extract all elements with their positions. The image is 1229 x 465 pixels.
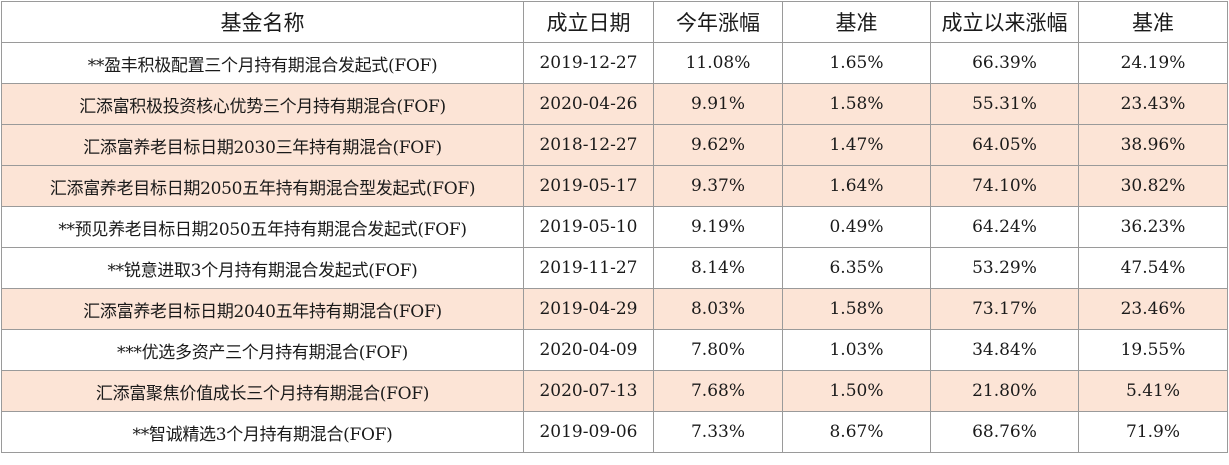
table-row: **盈丰积极配置三个月持有期混合发起式(FOF) 2019-12-27 11.08%… [1,42,1228,84]
fund-name-cell: **盈丰积极配置三个月持有期混合发起式(FOF) [1,42,524,84]
fund-name-cell: 汇添富养老目标日期2050五年持有期混合型发起式(FOF) [1,165,524,207]
ytd-return-cell: 8.14% [653,247,783,289]
fund-name-cell: 汇添富养老目标日期2030三年持有期混合(FOF) [1,124,524,166]
fund-name-cell: **预见养老目标日期2050五年持有期混合发起式(FOF) [1,206,524,248]
ytd-return-cell: 7.80% [653,329,783,371]
fund-name-cell: 汇添富积极投资核心优势三个月持有期混合(FOF) [1,83,524,125]
ytd-return-cell: 7.33% [653,411,783,453]
benchmark-ytd-cell: 1.58% [782,288,931,330]
benchmark-since-inception-cell: 30.82% [1078,165,1228,207]
fund-name-cell: 汇添富聚焦价值成长三个月持有期混合(FOF) [1,370,524,412]
table-row: 汇添富积极投资核心优势三个月持有期混合(FOF) 2020-04-26 9.91% 1… [1,83,1228,125]
table-row: **预见养老目标日期2050五年持有期混合发起式(FOF) 2019-05-10 9… [1,206,1228,248]
inception-date-cell: 2019-09-06 [523,411,654,453]
header-ytd-return: 今年涨幅 [653,1,783,43]
table-row: **智诚精选3个月持有期混合(FOF) 2019-09-06 7.33% 8.67% 6… [1,411,1228,453]
fund-performance-table: 基金名称 成立日期 今年涨幅 基准 成立以来涨幅 基准 **盈丰积极配置三个月持… [1,1,1228,453]
ytd-return-cell: 11.08% [653,42,783,84]
benchmark-since-inception-cell: 38.96% [1078,124,1228,166]
benchmark-since-inception-cell: 36.23% [1078,206,1228,248]
return-since-inception-cell: 73.17% [930,288,1079,330]
benchmark-since-inception-cell: 23.43% [1078,83,1228,125]
fund-name-cell: ***优选多资产三个月持有期混合(FOF) [1,329,524,371]
benchmark-ytd-cell: 1.65% [782,42,931,84]
return-since-inception-cell: 64.05% [930,124,1079,166]
table-row: ***优选多资产三个月持有期混合(FOF) 2020-04-09 7.80% 1.03… [1,329,1228,371]
table-row: 汇添富养老目标日期2050五年持有期混合型发起式(FOF) 2019-05-17 9… [1,165,1228,207]
return-since-inception-cell: 66.39% [930,42,1079,84]
fund-name-cell: 汇添富养老目标日期2040五年持有期混合(FOF) [1,288,524,330]
benchmark-since-inception-cell: 71.9% [1078,411,1228,453]
return-since-inception-cell: 68.76% [930,411,1079,453]
header-return-since-inception: 成立以来涨幅 [930,1,1079,43]
inception-date-cell: 2019-04-29 [523,288,654,330]
header-benchmark-ytd: 基准 [782,1,931,43]
table-row: **锐意进取3个月持有期混合发起式(FOF) 2019-11-27 8.14% 6.3… [1,247,1228,289]
ytd-return-cell: 9.37% [653,165,783,207]
inception-date-cell: 2018-12-27 [523,124,654,166]
table-row: 汇添富聚焦价值成长三个月持有期混合(FOF) 2020-07-13 7.68% 1.5… [1,370,1228,412]
return-since-inception-cell: 55.31% [930,83,1079,125]
benchmark-ytd-cell: 1.47% [782,124,931,166]
table-row: 汇添富养老目标日期2040五年持有期混合(FOF) 2019-04-29 8.03%… [1,288,1228,330]
benchmark-ytd-cell: 1.03% [782,329,931,371]
ytd-return-cell: 9.91% [653,83,783,125]
inception-date-cell: 2020-04-26 [523,83,654,125]
benchmark-since-inception-cell: 19.55% [1078,329,1228,371]
table-header-row: 基金名称 成立日期 今年涨幅 基准 成立以来涨幅 基准 [1,1,1228,43]
benchmark-since-inception-cell: 47.54% [1078,247,1228,289]
table-row: 汇添富养老目标日期2030三年持有期混合(FOF) 2018-12-27 9.62%… [1,124,1228,166]
ytd-return-cell: 7.68% [653,370,783,412]
benchmark-since-inception-cell: 5.41% [1078,370,1228,412]
ytd-return-cell: 8.03% [653,288,783,330]
fund-name-cell: **锐意进取3个月持有期混合发起式(FOF) [1,247,524,289]
benchmark-ytd-cell: 1.50% [782,370,931,412]
benchmark-ytd-cell: 8.67% [782,411,931,453]
inception-date-cell: 2019-05-10 [523,206,654,248]
inception-date-cell: 2019-11-27 [523,247,654,289]
header-benchmark-since-inception: 基准 [1078,1,1228,43]
return-since-inception-cell: 21.80% [930,370,1079,412]
return-since-inception-cell: 74.10% [930,165,1079,207]
header-inception-date: 成立日期 [523,1,654,43]
inception-date-cell: 2020-07-13 [523,370,654,412]
benchmark-since-inception-cell: 24.19% [1078,42,1228,84]
benchmark-ytd-cell: 0.49% [782,206,931,248]
benchmark-ytd-cell: 1.58% [782,83,931,125]
benchmark-ytd-cell: 6.35% [782,247,931,289]
fund-name-cell: **智诚精选3个月持有期混合(FOF) [1,411,524,453]
inception-date-cell: 2019-05-17 [523,165,654,207]
ytd-return-cell: 9.62% [653,124,783,166]
benchmark-ytd-cell: 1.64% [782,165,931,207]
return-since-inception-cell: 53.29% [930,247,1079,289]
table-body: **盈丰积极配置三个月持有期混合发起式(FOF) 2019-12-27 11.08%… [1,42,1228,453]
inception-date-cell: 2019-12-27 [523,42,654,84]
return-since-inception-cell: 64.24% [930,206,1079,248]
ytd-return-cell: 9.19% [653,206,783,248]
return-since-inception-cell: 34.84% [930,329,1079,371]
inception-date-cell: 2020-04-09 [523,329,654,371]
benchmark-since-inception-cell: 23.46% [1078,288,1228,330]
header-fund-name: 基金名称 [1,1,524,43]
